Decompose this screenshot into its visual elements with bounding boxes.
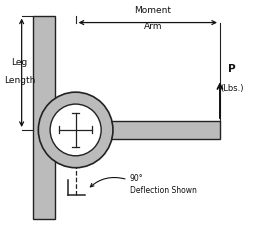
Circle shape [38, 92, 113, 168]
Bar [76, 121, 220, 139]
Text: Length: Length [4, 76, 35, 85]
Text: P: P [228, 64, 235, 74]
Bar [34, 16, 55, 219]
Circle shape [50, 104, 101, 156]
Text: Arm: Arm [144, 22, 162, 30]
Text: 90°
Deflection Shown: 90° Deflection Shown [130, 174, 197, 195]
Text: (Lbs.): (Lbs.) [220, 84, 244, 93]
Text: Leg: Leg [12, 58, 28, 67]
Text: Moment: Moment [134, 6, 171, 15]
